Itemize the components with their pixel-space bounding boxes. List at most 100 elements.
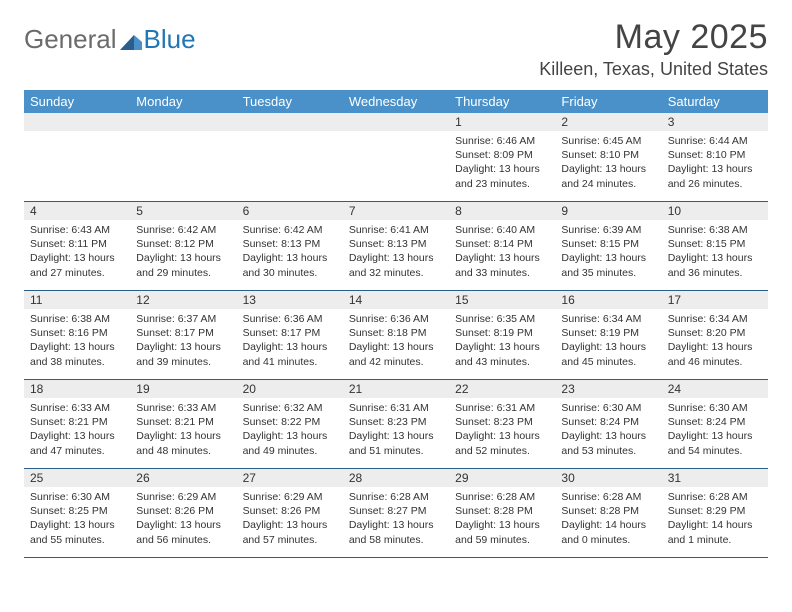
day-cell — [24, 113, 130, 201]
day-content: Sunrise: 6:38 AMSunset: 8:15 PMDaylight:… — [662, 220, 768, 286]
day-line: Sunrise: 6:38 AM — [30, 312, 124, 326]
day-number: 11 — [24, 291, 130, 309]
day-number: 30 — [555, 469, 661, 487]
logo-text-2: Blue — [144, 24, 196, 55]
day-number: 14 — [343, 291, 449, 309]
day-number: 26 — [130, 469, 236, 487]
day-line: Daylight: 13 hours and 26 minutes. — [668, 162, 762, 190]
day-number: 23 — [555, 380, 661, 398]
day-line: Sunset: 8:21 PM — [136, 415, 230, 429]
logo: General Blue — [24, 18, 196, 55]
day-content: Sunrise: 6:36 AMSunset: 8:18 PMDaylight:… — [343, 309, 449, 375]
day-cell: 10Sunrise: 6:38 AMSunset: 8:15 PMDayligh… — [662, 202, 768, 290]
day-cell: 6Sunrise: 6:42 AMSunset: 8:13 PMDaylight… — [237, 202, 343, 290]
weekday-header-row: SundayMondayTuesdayWednesdayThursdayFrid… — [24, 90, 768, 113]
day-line: Sunset: 8:14 PM — [455, 237, 549, 251]
day-line: Sunset: 8:29 PM — [668, 504, 762, 518]
day-cell: 13Sunrise: 6:36 AMSunset: 8:17 PMDayligh… — [237, 291, 343, 379]
day-line: Sunset: 8:09 PM — [455, 148, 549, 162]
day-number — [343, 113, 449, 131]
day-line: Sunset: 8:23 PM — [455, 415, 549, 429]
day-cell: 23Sunrise: 6:30 AMSunset: 8:24 PMDayligh… — [555, 380, 661, 468]
day-line: Sunset: 8:19 PM — [455, 326, 549, 340]
day-line: Sunset: 8:23 PM — [349, 415, 443, 429]
weekday-header: Thursday — [449, 90, 555, 113]
week-row: 4Sunrise: 6:43 AMSunset: 8:11 PMDaylight… — [24, 202, 768, 291]
day-content: Sunrise: 6:32 AMSunset: 8:22 PMDaylight:… — [237, 398, 343, 464]
week-row: 25Sunrise: 6:30 AMSunset: 8:25 PMDayligh… — [24, 469, 768, 558]
day-line: Sunset: 8:13 PM — [243, 237, 337, 251]
day-line: Daylight: 13 hours and 27 minutes. — [30, 251, 124, 279]
week-row: 18Sunrise: 6:33 AMSunset: 8:21 PMDayligh… — [24, 380, 768, 469]
day-line: Sunrise: 6:28 AM — [561, 490, 655, 504]
day-line: Daylight: 13 hours and 24 minutes. — [561, 162, 655, 190]
day-line: Sunset: 8:28 PM — [455, 504, 549, 518]
day-number: 27 — [237, 469, 343, 487]
day-content: Sunrise: 6:28 AMSunset: 8:28 PMDaylight:… — [555, 487, 661, 553]
day-content: Sunrise: 6:31 AMSunset: 8:23 PMDaylight:… — [343, 398, 449, 464]
day-cell: 11Sunrise: 6:38 AMSunset: 8:16 PMDayligh… — [24, 291, 130, 379]
day-line: Daylight: 13 hours and 56 minutes. — [136, 518, 230, 546]
day-line: Sunrise: 6:35 AM — [455, 312, 549, 326]
day-line: Daylight: 13 hours and 46 minutes. — [668, 340, 762, 368]
day-cell: 27Sunrise: 6:29 AMSunset: 8:26 PMDayligh… — [237, 469, 343, 557]
day-content: Sunrise: 6:39 AMSunset: 8:15 PMDaylight:… — [555, 220, 661, 286]
day-line: Sunset: 8:26 PM — [243, 504, 337, 518]
day-content: Sunrise: 6:29 AMSunset: 8:26 PMDaylight:… — [130, 487, 236, 553]
day-line: Daylight: 13 hours and 33 minutes. — [455, 251, 549, 279]
day-number: 4 — [24, 202, 130, 220]
day-line: Daylight: 13 hours and 29 minutes. — [136, 251, 230, 279]
day-line: Sunset: 8:19 PM — [561, 326, 655, 340]
day-line: Sunrise: 6:32 AM — [243, 401, 337, 415]
day-number — [237, 113, 343, 131]
day-cell: 9Sunrise: 6:39 AMSunset: 8:15 PMDaylight… — [555, 202, 661, 290]
day-content: Sunrise: 6:33 AMSunset: 8:21 PMDaylight:… — [24, 398, 130, 464]
day-cell: 17Sunrise: 6:34 AMSunset: 8:20 PMDayligh… — [662, 291, 768, 379]
day-content: Sunrise: 6:36 AMSunset: 8:17 PMDaylight:… — [237, 309, 343, 375]
day-cell: 4Sunrise: 6:43 AMSunset: 8:11 PMDaylight… — [24, 202, 130, 290]
day-cell — [237, 113, 343, 201]
day-line: Sunrise: 6:31 AM — [455, 401, 549, 415]
day-line: Sunset: 8:24 PM — [668, 415, 762, 429]
day-number: 8 — [449, 202, 555, 220]
day-line: Daylight: 13 hours and 53 minutes. — [561, 429, 655, 457]
day-content: Sunrise: 6:43 AMSunset: 8:11 PMDaylight:… — [24, 220, 130, 286]
day-number: 1 — [449, 113, 555, 131]
day-line: Sunrise: 6:31 AM — [349, 401, 443, 415]
day-line: Sunrise: 6:34 AM — [668, 312, 762, 326]
day-line: Sunset: 8:26 PM — [136, 504, 230, 518]
weekday-header: Monday — [130, 90, 236, 113]
day-line: Sunrise: 6:28 AM — [668, 490, 762, 504]
day-cell: 5Sunrise: 6:42 AMSunset: 8:12 PMDaylight… — [130, 202, 236, 290]
day-cell: 3Sunrise: 6:44 AMSunset: 8:10 PMDaylight… — [662, 113, 768, 201]
day-line: Sunrise: 6:41 AM — [349, 223, 443, 237]
day-content: Sunrise: 6:42 AMSunset: 8:12 PMDaylight:… — [130, 220, 236, 286]
day-cell: 21Sunrise: 6:31 AMSunset: 8:23 PMDayligh… — [343, 380, 449, 468]
day-number — [130, 113, 236, 131]
day-number: 20 — [237, 380, 343, 398]
day-line: Sunset: 8:24 PM — [561, 415, 655, 429]
day-line: Daylight: 13 hours and 49 minutes. — [243, 429, 337, 457]
logo-text-1: General — [24, 24, 117, 55]
day-line: Sunrise: 6:33 AM — [30, 401, 124, 415]
day-line: Daylight: 13 hours and 38 minutes. — [30, 340, 124, 368]
day-line: Sunrise: 6:38 AM — [668, 223, 762, 237]
day-cell — [343, 113, 449, 201]
day-content — [343, 131, 449, 140]
day-line: Daylight: 13 hours and 43 minutes. — [455, 340, 549, 368]
weekday-header: Saturday — [662, 90, 768, 113]
day-line: Daylight: 13 hours and 39 minutes. — [136, 340, 230, 368]
day-content — [130, 131, 236, 140]
day-content: Sunrise: 6:30 AMSunset: 8:25 PMDaylight:… — [24, 487, 130, 553]
day-line: Sunrise: 6:42 AM — [243, 223, 337, 237]
day-line: Daylight: 14 hours and 1 minute. — [668, 518, 762, 546]
day-content: Sunrise: 6:46 AMSunset: 8:09 PMDaylight:… — [449, 131, 555, 197]
day-line: Sunset: 8:13 PM — [349, 237, 443, 251]
day-number: 24 — [662, 380, 768, 398]
day-content: Sunrise: 6:28 AMSunset: 8:29 PMDaylight:… — [662, 487, 768, 553]
day-line: Sunset: 8:10 PM — [561, 148, 655, 162]
day-cell: 26Sunrise: 6:29 AMSunset: 8:26 PMDayligh… — [130, 469, 236, 557]
day-line: Daylight: 13 hours and 59 minutes. — [455, 518, 549, 546]
weekday-header: Tuesday — [237, 90, 343, 113]
day-number: 2 — [555, 113, 661, 131]
